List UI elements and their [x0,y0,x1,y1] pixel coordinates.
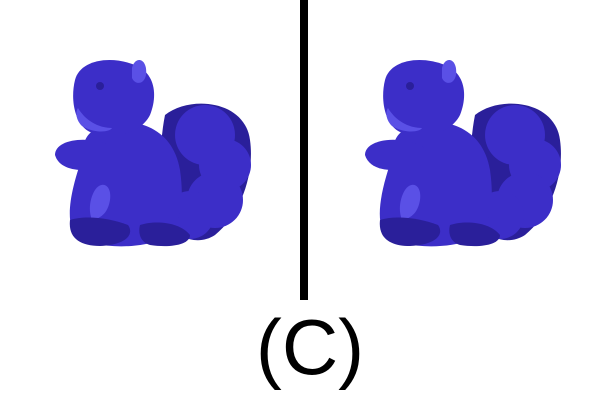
plush-squirrel-graphic [365,59,561,247]
plush-squirrel-image-right [350,40,570,270]
figure-caption: (C) [255,303,365,391]
vertical-divider [300,0,308,300]
plush-squirrel-graphic [55,59,251,247]
plush-squirrel-image-left [40,40,260,270]
